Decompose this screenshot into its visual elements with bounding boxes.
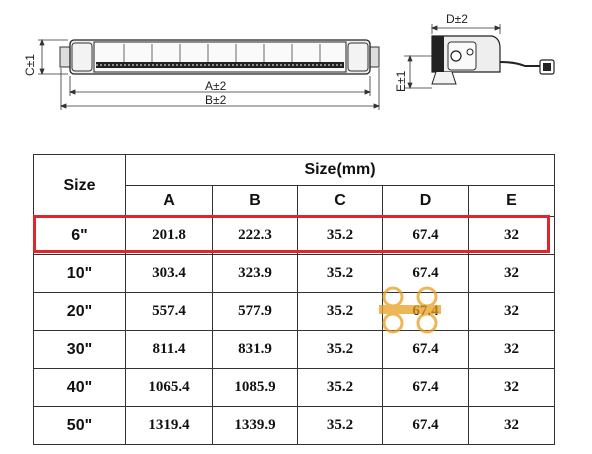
row-value-cell-b: 831.9 [212,330,298,369]
dimension-a-label: A±2 [205,79,227,93]
table-row: 50" 1319.4 1339.9 35.2 67.4 32 [33,406,556,445]
dimension-e [404,54,432,90]
row-value-cell-b: 1085.9 [212,368,298,407]
row-value-cell-d: 67.4 [382,216,469,255]
light-bar-side-view [431,35,555,85]
row-value-cell-d: 67.4 [382,406,469,445]
light-bar-front-view [59,39,380,75]
row-value-cell-b: 222.3 [212,216,298,255]
row-value-cell-e: 32 [467,216,556,255]
row-value-cell-a: 303.4 [125,254,213,293]
table-row: 6" 201.8 222.3 35.2 67.4 32 [33,216,556,255]
row-value-cell-c: 35.2 [297,330,383,369]
dimension-c-label: C±1 [23,54,37,76]
row-value-cell-c: 35.2 [297,368,383,407]
row-size-cell: 6" [33,216,126,255]
dimension-d-label: D±2 [446,12,468,26]
row-value-cell-a: 201.8 [125,216,213,255]
dimension-d [430,24,502,34]
row-value-cell-c: 35.2 [297,406,383,445]
row-value-cell-c: 35.2 [297,216,383,255]
size-column-header: Size [33,154,126,217]
size-table: Size Size(mm) A B C D E 6" 201.8 222.3 35.2… [33,154,556,445]
row-value-cell-b: 577.9 [212,292,298,331]
watermark-logo [379,286,441,334]
column-header-c: C [297,185,383,217]
row-value-cell-a: 557.4 [125,292,213,331]
row-value-cell-e: 32 [467,330,556,369]
row-value-cell-b: 1339.9 [212,406,298,445]
column-header-d: D [382,185,469,217]
table-row: 40" 1065.4 1085.9 35.2 67.4 32 [33,368,556,407]
row-size-cell: 20" [33,292,126,331]
row-value-cell-a: 1065.4 [125,368,213,407]
dimension-e-label: E±1 [394,70,408,92]
row-size-cell: 10" [33,254,126,293]
column-header-e: E [467,185,556,217]
size-table-container: Size Size(mm) A B C D E 6" 201.8 222.3 35.2… [33,154,556,445]
table-row: 30" 811.4 831.9 35.2 67.4 32 [33,330,556,369]
row-size-cell: 40" [33,368,126,407]
row-value-cell-d: 67.4 [382,368,469,407]
row-size-cell: 30" [33,330,126,369]
row-value-cell-a: 1319.4 [125,406,213,445]
table-row: 10" 303.4 323.9 35.2 67.4 32 [33,254,556,293]
row-value-cell-e: 32 [467,254,556,293]
row-value-cell-e: 32 [467,368,556,407]
dimension-drawing: C±1 A±2 B±2 D±2 [23,12,555,110]
row-value-cell-e: 32 [467,292,556,331]
dimension-c [38,38,68,76]
column-header-b: B [212,185,298,217]
row-value-cell-e: 32 [467,406,556,445]
row-value-cell-b: 323.9 [212,254,298,293]
dimension-b-label: B±2 [205,93,227,107]
table-header-row-1: Size Size(mm) [33,154,556,217]
dimension-a [68,76,372,96]
row-value-cell-d: 67.4 [382,330,469,369]
column-header-a: A [125,185,213,217]
dimension-b [59,68,381,110]
row-value-cell-c: 35.2 [297,292,383,331]
size-mm-group-header: Size(mm) [124,154,556,186]
row-size-cell: 50" [33,406,126,445]
row-value-cell-a: 811.4 [125,330,213,369]
row-value-cell-c: 35.2 [297,254,383,293]
